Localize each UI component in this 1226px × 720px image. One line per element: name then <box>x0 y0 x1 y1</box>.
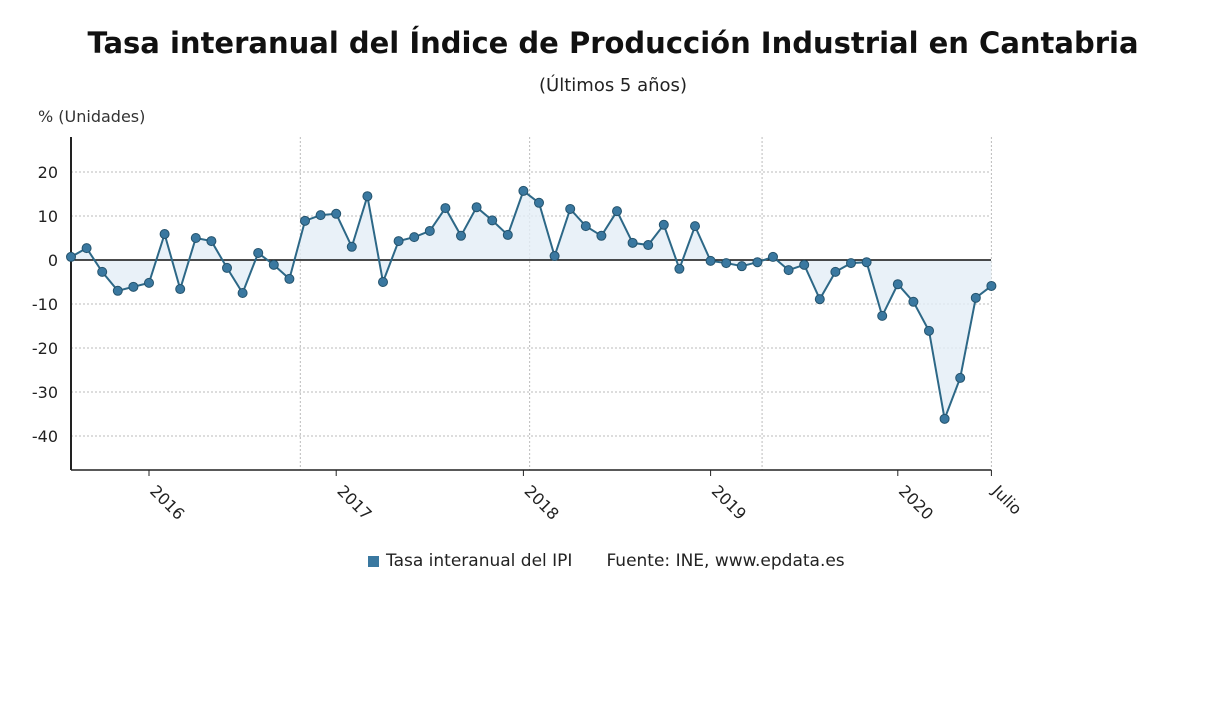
data-point <box>643 240 654 251</box>
data-point <box>175 284 186 295</box>
data-point <box>814 294 825 305</box>
data-point <box>939 413 950 424</box>
data-point <box>128 281 139 292</box>
data-point <box>830 266 841 277</box>
data-point <box>81 243 92 254</box>
series-area <box>71 190 992 419</box>
data-point <box>534 197 544 208</box>
legend-swatch <box>368 555 379 567</box>
data-point <box>206 236 217 247</box>
data-point <box>222 262 232 273</box>
data-point <box>456 230 466 241</box>
data-point <box>346 241 357 252</box>
x-tick-label: 2016 <box>146 481 188 523</box>
data-point <box>955 372 966 383</box>
data-point <box>877 310 888 321</box>
x-tick-label: 2020 <box>895 481 937 523</box>
data-point <box>799 259 810 270</box>
data-point <box>237 288 248 298</box>
data-point <box>861 257 872 268</box>
data-point <box>518 185 529 196</box>
source-text: Fuente: INE, www.epdata.es <box>606 551 845 571</box>
x-tick-label: Julio <box>988 481 1026 519</box>
data-point <box>315 210 326 221</box>
data-point <box>190 233 201 243</box>
data-point <box>908 296 919 307</box>
data-point <box>362 191 373 202</box>
data-point <box>393 236 404 247</box>
data-point <box>892 279 903 290</box>
y-tick-label: 20 <box>38 163 58 182</box>
data-point <box>112 285 123 296</box>
data-point <box>986 280 997 291</box>
data-point <box>300 215 310 226</box>
data-point <box>846 258 856 269</box>
data-point <box>580 221 591 232</box>
data-point <box>502 229 513 240</box>
data-point <box>752 257 763 268</box>
legend-label: Tasa interanual del IPI <box>386 551 573 571</box>
data-point <box>612 206 622 217</box>
data-point <box>487 215 498 226</box>
y-tick-label: 10 <box>38 207 58 226</box>
data-point <box>596 230 607 241</box>
data-point <box>284 273 295 284</box>
data-point <box>253 247 264 258</box>
y-axis-label: % (Unidades) <box>38 107 145 126</box>
data-point <box>409 232 420 243</box>
y-tick-label: -30 <box>32 383 58 402</box>
data-point <box>268 259 279 270</box>
data-point <box>658 219 669 230</box>
data-point <box>378 277 388 287</box>
data-point <box>424 225 435 236</box>
data-point <box>66 251 76 262</box>
data-point <box>690 221 700 232</box>
data-point <box>440 203 451 214</box>
data-point <box>736 261 747 272</box>
data-point <box>97 266 108 277</box>
x-tick-label: 2017 <box>333 481 375 523</box>
data-point <box>674 263 685 274</box>
data-point <box>768 251 778 262</box>
data-point <box>471 202 482 213</box>
data-point <box>565 203 576 214</box>
data-point <box>721 258 732 269</box>
x-tick-label: 2018 <box>521 481 563 523</box>
y-tick-label: -40 <box>32 427 58 446</box>
legend: Tasa interanual del IPI Fuente: INE, www… <box>368 551 845 571</box>
data-point <box>331 208 342 219</box>
data-point <box>549 251 560 262</box>
data-point <box>924 325 934 336</box>
data-point <box>627 237 638 248</box>
data-point <box>144 277 154 288</box>
y-tick-label: -20 <box>32 339 58 358</box>
chart-title: Tasa interanual del Índice de Producción… <box>87 26 1139 60</box>
data-point <box>783 265 794 276</box>
data-point <box>705 255 716 266</box>
y-tick-label: 0 <box>48 251 58 270</box>
chart-subtitle: (Últimos 5 años) <box>539 75 687 96</box>
x-tick-label: 2019 <box>708 481 750 523</box>
data-point <box>159 229 170 240</box>
y-tick-label: -10 <box>32 295 58 314</box>
data-point <box>970 292 981 303</box>
